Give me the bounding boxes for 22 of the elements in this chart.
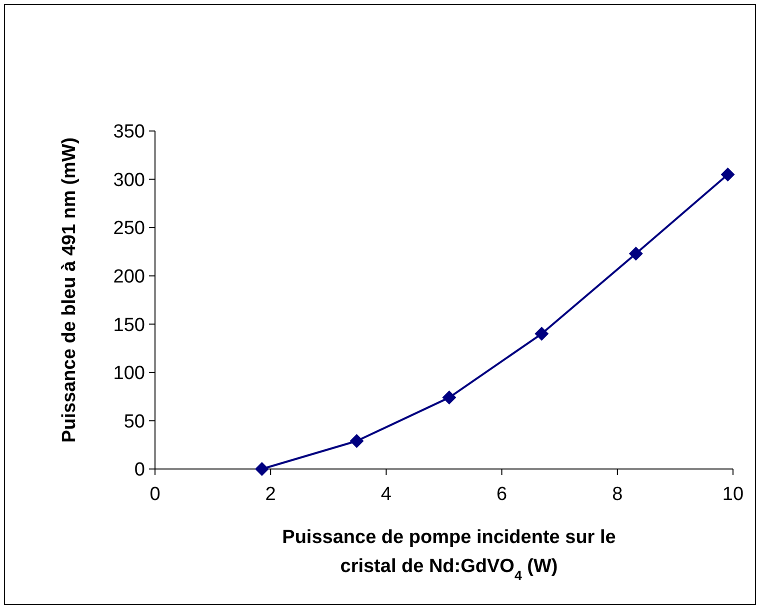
x-tick-label: 4 [380, 484, 392, 505]
x-tick-label: 8 [612, 484, 623, 505]
y-axis-title: Puissance de bleu à 491 nm (mW) [59, 137, 80, 443]
x-tick-label: 10 [722, 484, 744, 505]
x-tick-label: 0 [150, 484, 160, 505]
point [254, 462, 269, 476]
y-tick-label: 200 [113, 266, 145, 288]
y-tick-label: 100 [113, 363, 145, 384]
y-tick-label: 50 [124, 411, 145, 432]
point [442, 390, 456, 405]
point [534, 326, 549, 341]
point [720, 167, 735, 182]
y-tick-label: 250 [113, 218, 145, 240]
point [628, 246, 643, 261]
y-tick-label: 350 [113, 122, 145, 143]
x-tick-label: 6 [496, 484, 508, 505]
y-tick-label: 0 [134, 460, 145, 481]
point [350, 434, 364, 448]
y-tick-label: 150 [113, 314, 145, 336]
y-tick-label: 300 [113, 170, 145, 191]
x-tick-label: 2 [265, 484, 276, 505]
x-axis-title: Puissance de pompe incidente sur le cristal de Nd:GdVO$_{4}$ (W) [282, 527, 616, 582]
